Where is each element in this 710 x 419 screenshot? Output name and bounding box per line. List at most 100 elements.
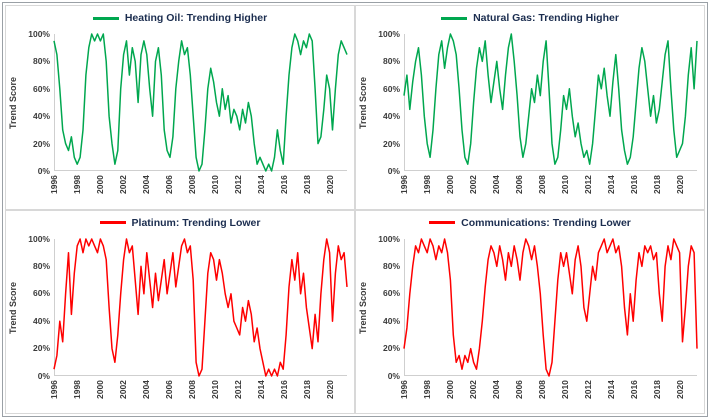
trend-line (403, 237, 698, 377)
x-tick-label: 1998 (71, 379, 82, 399)
x-tick-label: 1996 (49, 175, 59, 194)
y-tick-label: 100% (378, 233, 400, 244)
y-tick-label: 100% (28, 29, 50, 39)
y-tick-label: 60% (32, 288, 50, 299)
plot-area (53, 237, 348, 377)
x-tick-label: 2016 (628, 379, 639, 399)
y-tick-label: 0% (387, 166, 400, 176)
y-tick-label: 40% (32, 111, 50, 122)
x-tick-label: 2002 (117, 379, 128, 399)
x-tick-label: 2010 (209, 379, 220, 399)
axis-lines (404, 238, 697, 376)
axis-lines (404, 34, 697, 171)
legend-line-swatch (99, 221, 126, 224)
y-axis-title: Trend Score (8, 280, 18, 334)
y-tick-label: 80% (32, 260, 50, 271)
x-tick-label: 2018 (651, 175, 662, 194)
trend-line (53, 237, 348, 377)
chart-legend: Communications: Trending Lower (356, 217, 704, 229)
x-tick-label: 2008 (186, 379, 197, 399)
trend-line-chart (403, 237, 698, 377)
x-tick-label: 2006 (513, 175, 524, 194)
x-tick-label: 2008 (536, 175, 547, 194)
chart-title: Heating Oil: Trending Higher (124, 12, 268, 24)
y-tick-label: 100% (378, 29, 400, 39)
y-tick-label: 0% (37, 166, 50, 176)
x-tick-label: 2010 (559, 379, 570, 399)
x-tick-label: 2004 (140, 379, 151, 399)
y-tick-label: 60% (382, 288, 400, 299)
chart-legend: Platinum: Trending Lower (6, 217, 354, 229)
x-tick-label: 2020 (674, 175, 685, 194)
plot-area (403, 33, 698, 171)
y-tick-label: 60% (382, 83, 400, 94)
trend-line (403, 33, 698, 165)
trend-line-chart (403, 33, 698, 171)
x-tick-label: 2014 (255, 175, 266, 194)
legend-line-swatch (429, 221, 456, 224)
x-tick-label: 2008 (536, 379, 547, 399)
y-tick-label: 20% (382, 138, 400, 149)
x-tick-label: 2014 (605, 175, 616, 194)
plot-area (53, 33, 348, 172)
x-tick-label: 1996 (399, 379, 409, 399)
x-tick-label: 2014 (255, 379, 266, 399)
y-axis-title: Trend Score (8, 76, 18, 129)
x-tick-label: 2018 (651, 379, 662, 399)
y-tick-label: 0% (387, 370, 400, 381)
x-tick-label: 2020 (324, 379, 335, 399)
axis-lines (54, 34, 347, 171)
x-tick-label: 2004 (490, 175, 501, 194)
chart-title: Natural Gas: Trending Higher (473, 12, 619, 24)
x-tick-label: 2006 (163, 175, 174, 194)
chart-panel-platinum: Platinum: Trending Lower Trend Score 0% 2… (5, 209, 355, 414)
x-tick-label: 2016 (278, 379, 289, 399)
y-tick-label: 60% (32, 83, 50, 94)
trend-line (53, 33, 348, 172)
chart-title: Communications: Trending Lower (461, 216, 631, 229)
chart-legend: Heating Oil: Trending Higher (6, 12, 354, 24)
x-tick-label: 2016 (278, 175, 289, 194)
x-tick-label: 1998 (421, 379, 432, 399)
chart-title: Platinum: Trending Lower (131, 216, 261, 229)
x-tick-label: 2000 (94, 379, 105, 399)
x-tick-label: 2010 (209, 175, 220, 194)
x-tick-label: 1998 (421, 175, 432, 194)
x-tick-label: 2018 (301, 175, 312, 194)
x-tick-label: 2006 (513, 379, 524, 399)
chart-panel-heating-oil: Heating Oil: Trending Higher Trend Score… (5, 5, 355, 210)
x-tick-label: 2012 (232, 175, 243, 194)
x-tick-label: 2012 (582, 379, 593, 399)
chart-legend: Natural Gas: Trending Higher (356, 12, 704, 24)
x-tick-label: 2008 (186, 175, 197, 194)
x-tick-label: 2002 (467, 379, 478, 399)
y-tick-label: 80% (382, 56, 400, 67)
x-tick-label: 2020 (674, 379, 685, 399)
x-tick-label: 1998 (71, 175, 82, 194)
chart-panel-communications: Communications: Trending Lower Trend Sco… (355, 209, 705, 414)
y-tick-label: 80% (32, 56, 50, 67)
y-tick-label: 40% (382, 315, 400, 326)
y-tick-label: 100% (28, 233, 50, 244)
x-tick-label: 2002 (117, 175, 128, 194)
x-tick-label: 2000 (444, 175, 455, 194)
x-tick-label: 2012 (582, 175, 593, 194)
plot-area (403, 237, 698, 377)
x-tick-label: 2002 (467, 175, 478, 194)
x-tick-label: 2000 (94, 175, 105, 194)
x-tick-label: 2016 (628, 175, 639, 194)
y-tick-label: 80% (382, 260, 400, 271)
chart-panel-natural-gas: Natural Gas: Trending Higher Trend Score… (355, 5, 705, 210)
x-tick-label: 2004 (490, 379, 501, 399)
x-tick-label: 2006 (163, 379, 174, 399)
x-tick-label: 2000 (444, 379, 455, 399)
x-tick-label: 2012 (232, 379, 243, 399)
trend-line-chart (53, 237, 348, 377)
x-tick-label: 2020 (324, 175, 335, 194)
x-tick-label: 1996 (49, 379, 59, 399)
x-tick-label: 2004 (140, 175, 151, 194)
y-tick-label: 0% (37, 370, 50, 381)
y-tick-label: 20% (382, 343, 400, 354)
x-tick-label: 2014 (605, 379, 616, 399)
